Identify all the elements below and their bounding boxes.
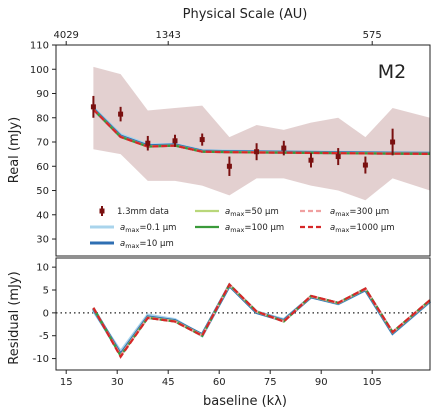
residual-y-axis-title: Residual (mJy) [7,271,22,364]
top-tick-label-1: 1343 [155,30,180,41]
data-point-4 [199,137,205,143]
bottom-x-tick-label-6: 105 [363,377,382,388]
legend-label-5: amax=1000 μm [330,223,395,234]
data-point-2 [145,140,151,146]
main-y-tick-label-0: 30 [36,235,49,246]
main-y-tick-label-8: 110 [30,41,49,52]
residual-y-tick-label-2: 0 [43,308,49,319]
top-axis-title: Physical Scale (AU) [183,7,308,22]
main-frame [55,44,431,257]
legend-data-marker [99,208,105,214]
data-point-7 [281,145,287,151]
main-y-tick-label-3: 60 [36,162,49,173]
main-y-tick-label-6: 90 [36,89,49,100]
legend-label-3: amax=100 μm [225,223,284,234]
residual-line-5 [92,282,431,359]
legend: 1.3mm data amax=0.1 μm amax=10 μm amax=50 μ… [90,206,395,250]
residual-y-tick-label-0: -10 [33,354,49,365]
data-point-6 [254,149,260,155]
residual-y-tick-label-3: 5 [43,286,49,297]
main-panel: 30 40 50 60 70 80 90 100 110 4029 1343 575 [30,30,431,257]
top-tick-label-2: 575 [363,30,382,41]
bottom-x-tick-label-3: 60 [213,377,226,388]
main-y-tick-label-4: 70 [36,138,49,149]
main-y-tick-label-2: 50 [36,186,49,197]
data-point-1 [118,111,124,117]
data-point-11 [390,139,396,145]
bottom-x-tick-label-5: 90 [315,377,328,388]
legend-label-2: amax=50 μm [225,207,279,218]
data-point-9 [335,154,341,160]
legend-label-4: amax=300 μm [330,207,389,218]
residual-panel: -10 -5 0 5 10 15 30 45 60 75 90 105 [33,257,432,388]
data-point-10 [362,162,368,168]
bottom-x-tick-label-1: 30 [111,377,124,388]
bottom-axis-title: baseline (kλ) [203,394,287,409]
residual-frame [55,257,431,371]
data-point-5 [226,163,232,169]
bottom-x-tick-label-0: 15 [60,377,73,388]
data-point-8 [308,157,314,163]
bottom-x-tick-label-4: 75 [264,377,277,388]
uncertainty-envelope [93,66,431,201]
residual-y-tick-label-4: 10 [36,263,49,274]
legend-label-data: 1.3mm data [117,207,169,217]
panel-label: M2 [378,61,406,83]
legend-label-0: amax=0.1 μm [120,223,176,234]
data-point-3 [172,138,178,144]
bottom-x-tick-label-2: 45 [162,377,175,388]
residual-y-tick-label-1: -5 [39,331,49,342]
legend-label-1: amax=10 μm [120,239,174,250]
top-tick-label-0: 4029 [53,30,78,41]
main-y-axis-title: Real (mJy) [7,117,22,184]
main-y-tick-label-7: 100 [30,65,49,76]
data-point-0 [90,104,96,110]
main-y-tick-label-5: 80 [36,113,49,124]
main-y-tick-label-1: 40 [36,210,49,221]
